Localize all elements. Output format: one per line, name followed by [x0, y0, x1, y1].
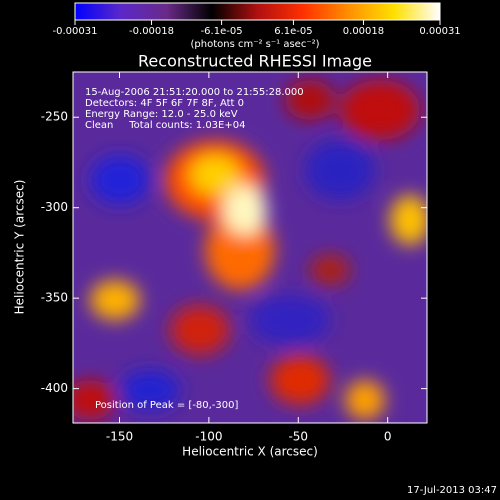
colorbar-tick-label: -6.1e-05: [201, 26, 243, 37]
plot-frame: [72, 71, 428, 424]
colorbar: [74, 2, 441, 21]
colorbar-tick-label: -0.00018: [129, 26, 174, 37]
annotation: Energy Range: 12.0 - 25.0 keV: [85, 109, 238, 120]
colorbar-tick-label: -0.00031: [53, 26, 98, 37]
x-tick-label: -150: [106, 430, 133, 444]
colorbar-label: (photons cm⁻² s⁻¹ asec⁻²): [190, 39, 319, 50]
x-tick-label: -50: [288, 430, 308, 444]
annotation: Clean Total counts: 1.03E+04: [85, 120, 245, 131]
colorbar-tick-label: 0.00031: [419, 26, 460, 37]
image: [73, 72, 427, 423]
colorbar-tick-label: 6.1e-05: [274, 26, 312, 37]
footer-date: 17-Jul-2013 03:47: [407, 485, 497, 496]
x-axis-label: Heliocentric X (arcsec): [182, 445, 318, 459]
chart-title: Reconstructed RHESSI Image: [138, 52, 372, 71]
y-tick-label: -350: [41, 291, 68, 305]
annotation: 15-Aug-2006 21:51:20.000 to 21:55:28.000: [85, 87, 304, 98]
y-tick-label: -300: [41, 200, 68, 214]
y-tick-label: -400: [41, 381, 68, 395]
colorbar-tick-label: 0.00018: [343, 26, 384, 37]
x-tick-label: -100: [195, 430, 222, 444]
annotation: Detectors: 4F 5F 6F 7F 8F, Att 0: [85, 98, 244, 109]
peak-label: Position of Peak = [-80,-300]: [95, 400, 239, 411]
x-tick-label: 0: [384, 430, 392, 444]
y-axis-label: Heliocentric Y (arcsec): [13, 180, 27, 315]
y-tick-label: -250: [41, 110, 68, 124]
